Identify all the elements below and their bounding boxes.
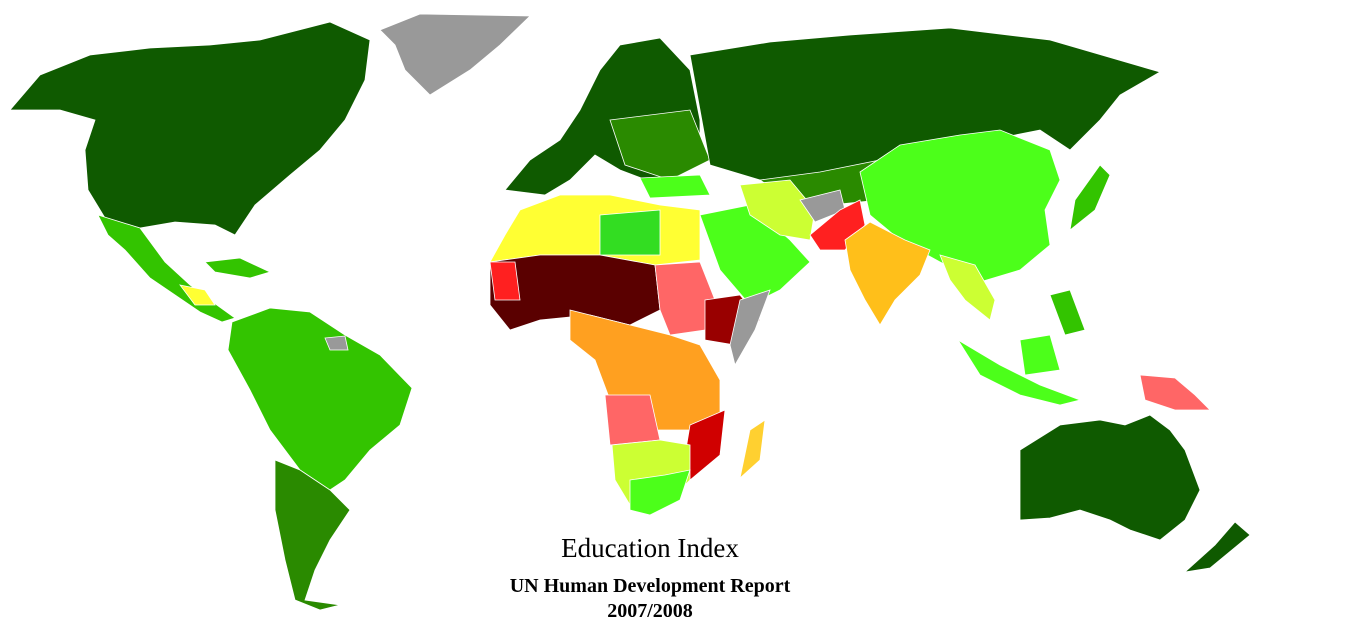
japan (1069, 164, 1111, 231)
eastern-europe (609, 109, 711, 181)
iran (739, 179, 816, 241)
land (9, 13, 1251, 611)
map-title: Education Index (561, 533, 739, 563)
south-america-cone (274, 459, 351, 611)
angola (604, 394, 661, 446)
new-zealand (1183, 521, 1251, 573)
greenland (379, 13, 531, 96)
guianas (324, 335, 349, 351)
map-subtitle: UN Human Development Report (510, 575, 791, 597)
horn (729, 289, 771, 367)
south-africa (629, 469, 691, 516)
philippines (1049, 289, 1086, 336)
india (844, 221, 931, 326)
west-africa-coast (489, 261, 521, 301)
north-america (9, 21, 371, 236)
indonesia-east (1019, 334, 1061, 376)
map-period: 2007/2008 (607, 600, 693, 622)
libya (599, 209, 661, 256)
north-africa (489, 194, 701, 266)
se-asia (939, 254, 996, 321)
indonesia (957, 339, 1082, 406)
australia (1019, 414, 1201, 541)
turkey (639, 174, 711, 199)
south-america (227, 307, 413, 491)
madagascar (739, 419, 766, 480)
papua (1139, 374, 1211, 411)
caribbean (204, 257, 272, 279)
central-america-low (179, 284, 216, 306)
